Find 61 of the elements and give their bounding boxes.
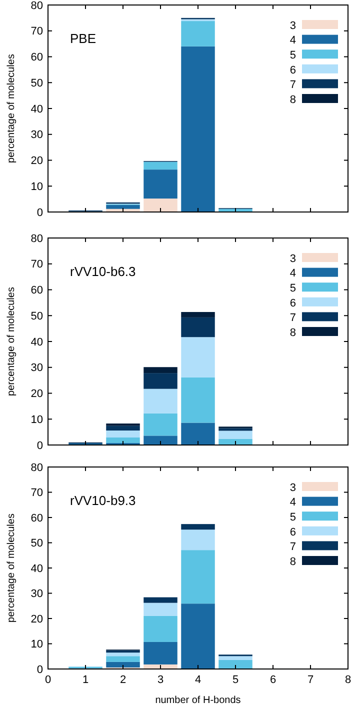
legend-label: 4	[290, 268, 296, 280]
y-axis-title: percentage of molecules	[6, 54, 17, 163]
legend-label: 5	[290, 282, 296, 294]
y-tick-label: 60	[30, 284, 43, 297]
legend-label: 3	[290, 482, 296, 494]
text: rVV10-b9.3	[70, 493, 136, 508]
legend-label: 3	[290, 252, 296, 265]
legend-label: 4	[290, 34, 296, 47]
y-tick-label: 70	[30, 258, 43, 271]
y-tick-label: 30	[30, 129, 43, 142]
legend-label: 6	[290, 64, 296, 76]
legend-label: 5	[290, 49, 296, 62]
y-tick-label: 10	[30, 638, 43, 651]
y-tick-label: 0	[36, 664, 43, 676]
x-tick-label: 8	[344, 674, 352, 686]
x-axis-title: number of H-bonds	[155, 695, 241, 706]
y-tick-label: 50	[30, 77, 43, 90]
x-tick-label: 4	[194, 674, 202, 686]
y-tick-label: 40	[30, 562, 43, 575]
x-tick-label: 0	[44, 674, 52, 686]
y-tick-label: 60	[30, 52, 43, 64]
y-tick-label: 80	[30, 462, 43, 474]
y-tick-label: 50	[30, 310, 43, 322]
y-tick-label: 50	[30, 538, 43, 550]
y-tick-label: 70	[30, 26, 43, 38]
y-tick-label: 30	[30, 588, 43, 600]
y-tick-label: 80	[30, 232, 43, 245]
legend-label: 7	[290, 79, 296, 92]
x-tick-label: 6	[270, 674, 276, 686]
legend-label: 7	[290, 312, 296, 324]
y-tick-label: 30	[30, 362, 43, 374]
y-axis-title: percentage of molecules	[6, 514, 17, 622]
legend-label: 8	[290, 326, 296, 339]
y-tick-label: 0	[36, 440, 43, 452]
legend-label: 8	[290, 94, 296, 106]
y-tick-label: 10	[30, 414, 43, 426]
y-tick-label: 20	[30, 388, 43, 400]
legend-label: 7	[290, 541, 296, 554]
x-tick-label: 1	[82, 674, 89, 686]
y-tick-label: 20	[30, 613, 43, 626]
x-tick-label: 7	[307, 674, 314, 686]
legend-label: 6	[290, 297, 296, 310]
y-tick-label: 60	[30, 512, 43, 524]
legend-label: 3	[290, 20, 296, 32]
legend-label: 4	[290, 496, 296, 509]
y-tick-label: 20	[30, 155, 43, 168]
y-tick-label: 0	[36, 206, 43, 219]
legend-label: 5	[290, 511, 296, 524]
x-tick-label: 3	[157, 674, 164, 686]
y-tick-label: 80	[30, 0, 43, 12]
y-tick-label: 40	[30, 103, 43, 116]
x-tick-label: 5	[232, 674, 239, 686]
text: rVV10-b6.3	[70, 264, 136, 279]
y-axis-title: percentage of molecules	[6, 287, 17, 396]
y-tick-label: 70	[30, 487, 43, 500]
legend-label: 6	[290, 526, 296, 538]
x-tick-label: 2	[120, 674, 126, 686]
y-tick-label: 40	[30, 336, 43, 348]
y-tick-label: 10	[30, 180, 43, 193]
legend-label: 8	[290, 556, 296, 568]
text: PBE	[70, 31, 96, 46]
